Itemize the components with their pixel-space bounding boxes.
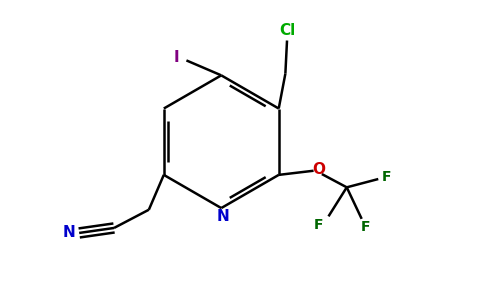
Text: N: N xyxy=(63,225,76,240)
Text: F: F xyxy=(314,218,323,232)
Text: Cl: Cl xyxy=(279,23,295,38)
Text: F: F xyxy=(382,170,391,184)
Text: N: N xyxy=(216,209,229,224)
Text: I: I xyxy=(174,50,179,64)
Text: F: F xyxy=(361,220,371,234)
Text: O: O xyxy=(312,162,325,177)
